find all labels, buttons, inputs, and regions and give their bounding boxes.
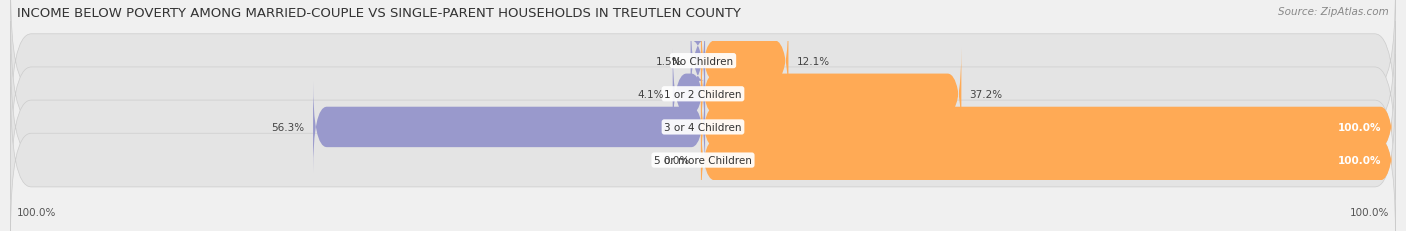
Text: 1 or 2 Children: 1 or 2 Children (664, 89, 742, 99)
FancyBboxPatch shape (702, 15, 789, 107)
FancyBboxPatch shape (702, 82, 1393, 173)
Text: 100.0%: 100.0% (1350, 207, 1389, 217)
FancyBboxPatch shape (314, 82, 704, 173)
Text: 100.0%: 100.0% (1339, 122, 1382, 132)
Text: 100.0%: 100.0% (17, 207, 56, 217)
FancyBboxPatch shape (702, 115, 1393, 206)
Text: 12.1%: 12.1% (797, 56, 830, 66)
Text: 1.5%: 1.5% (655, 56, 682, 66)
Text: Source: ZipAtlas.com: Source: ZipAtlas.com (1278, 7, 1389, 17)
Text: 0.0%: 0.0% (664, 155, 689, 165)
Text: 5 or more Children: 5 or more Children (654, 155, 752, 165)
Text: INCOME BELOW POVERTY AMONG MARRIED-COUPLE VS SINGLE-PARENT HOUSEHOLDS IN TREUTLE: INCOME BELOW POVERTY AMONG MARRIED-COUPL… (17, 7, 741, 20)
Text: 4.1%: 4.1% (638, 89, 665, 99)
FancyBboxPatch shape (702, 49, 962, 140)
Text: 56.3%: 56.3% (271, 122, 305, 132)
FancyBboxPatch shape (11, 22, 1395, 167)
Text: 37.2%: 37.2% (970, 89, 1002, 99)
FancyBboxPatch shape (11, 0, 1395, 134)
FancyBboxPatch shape (672, 49, 704, 140)
FancyBboxPatch shape (690, 15, 704, 107)
FancyBboxPatch shape (11, 55, 1395, 200)
Text: No Children: No Children (672, 56, 734, 66)
FancyBboxPatch shape (11, 88, 1395, 231)
Text: 3 or 4 Children: 3 or 4 Children (664, 122, 742, 132)
Text: 100.0%: 100.0% (1339, 155, 1382, 165)
